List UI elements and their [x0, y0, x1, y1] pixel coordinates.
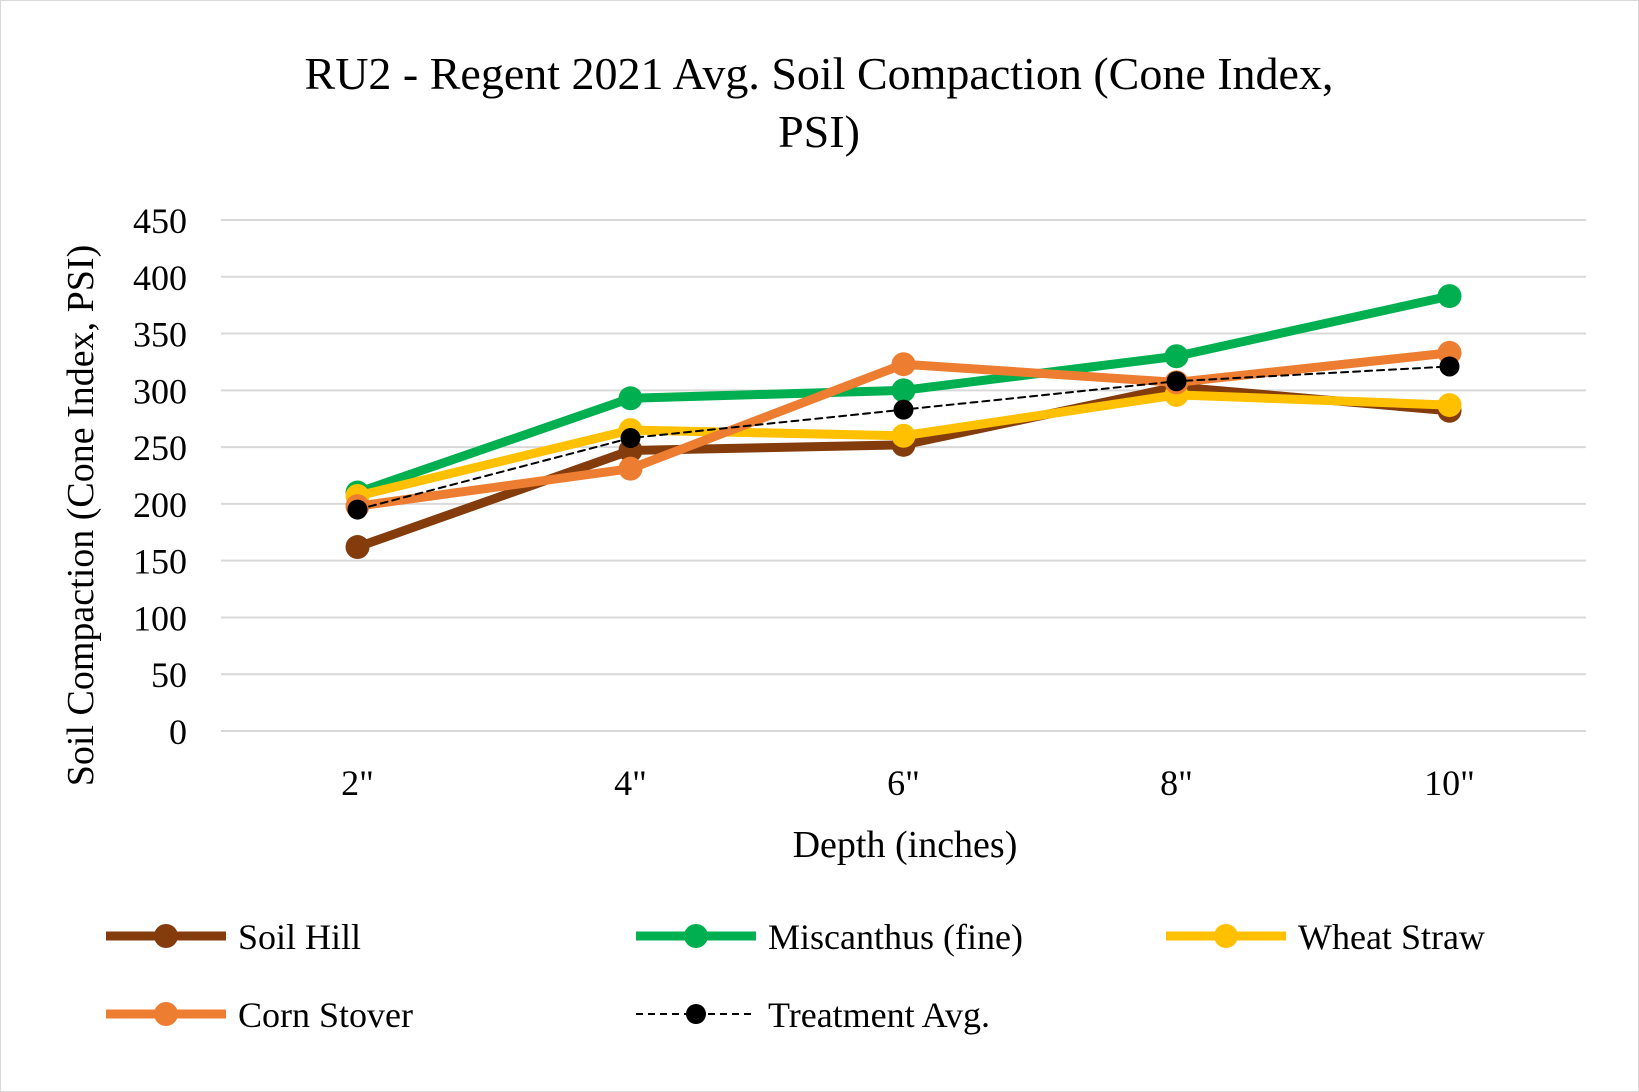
- y-tick-label: 400: [133, 258, 187, 298]
- data-point: [345, 535, 370, 560]
- chart-title-line: RU2 - Regent 2021 Avg. Soil Compaction (…: [305, 48, 1334, 99]
- data-point: [891, 378, 916, 403]
- x-axis-ticks: 2" 4" 6" 8" 10": [341, 763, 1475, 803]
- y-axis-ticks: 0 50 100 150 200 250 300 350 400 450: [133, 201, 187, 752]
- legend-label: Soil Hill: [238, 917, 361, 957]
- x-tick-label: 6": [887, 763, 920, 803]
- chart-title-line: PSI): [778, 106, 860, 157]
- series-treatment-avg: [347, 356, 1460, 520]
- y-tick-label: 0: [169, 712, 187, 752]
- legend-swatch-marker: [1214, 924, 1238, 948]
- chart-title: RU2 - Regent 2021 Avg. Soil Compaction (…: [305, 48, 1334, 157]
- legend-item: Soil Hill: [106, 917, 361, 957]
- data-point: [1166, 371, 1187, 392]
- data-point: [891, 352, 916, 377]
- x-tick-label: 4": [614, 763, 647, 803]
- data-point: [893, 399, 914, 420]
- data-point: [1164, 344, 1189, 369]
- legend-item: Miscanthus (fine): [636, 917, 1023, 957]
- y-tick-label: 150: [133, 542, 187, 582]
- data-point: [1437, 393, 1462, 418]
- legend-label: Corn Stover: [238, 995, 413, 1035]
- data-point: [891, 423, 916, 448]
- y-tick-label: 50: [151, 655, 187, 695]
- data-point: [618, 386, 643, 411]
- series-lines: [345, 284, 1462, 560]
- legend-swatch-marker: [154, 924, 178, 948]
- data-point: [620, 428, 641, 449]
- y-tick-label: 450: [133, 201, 187, 241]
- y-tick-label: 100: [133, 598, 187, 638]
- y-tick-label: 350: [133, 315, 187, 355]
- data-point: [347, 499, 368, 520]
- x-axis-label: Depth (inches): [793, 824, 1018, 866]
- x-tick-label: 2": [341, 763, 374, 803]
- legend-item: Corn Stover: [106, 995, 413, 1035]
- data-point: [618, 456, 643, 481]
- data-point: [1437, 284, 1462, 309]
- y-tick-label: 200: [133, 485, 187, 525]
- legend-swatch-marker: [686, 1004, 706, 1024]
- data-point: [1439, 356, 1460, 377]
- legend-item: Treatment Avg.: [636, 995, 990, 1035]
- legend-swatch-marker: [684, 924, 708, 948]
- x-tick-label: 10": [1424, 763, 1475, 803]
- legend-label: Treatment Avg.: [768, 995, 990, 1035]
- legend-swatch-marker: [154, 1002, 178, 1026]
- legend: Soil Hill Miscanthus (fine) Wheat Straw Cor…: [106, 917, 1485, 1035]
- y-tick-label: 300: [133, 371, 187, 411]
- legend-item: Wheat Straw: [1166, 917, 1485, 957]
- legend-label: Miscanthus (fine): [768, 917, 1023, 957]
- y-axis-label: Soil Compaction (Cone Index, PSI): [60, 245, 102, 786]
- y-tick-label: 250: [133, 428, 187, 468]
- x-tick-label: 8": [1160, 763, 1193, 803]
- legend-label: Wheat Straw: [1298, 917, 1485, 957]
